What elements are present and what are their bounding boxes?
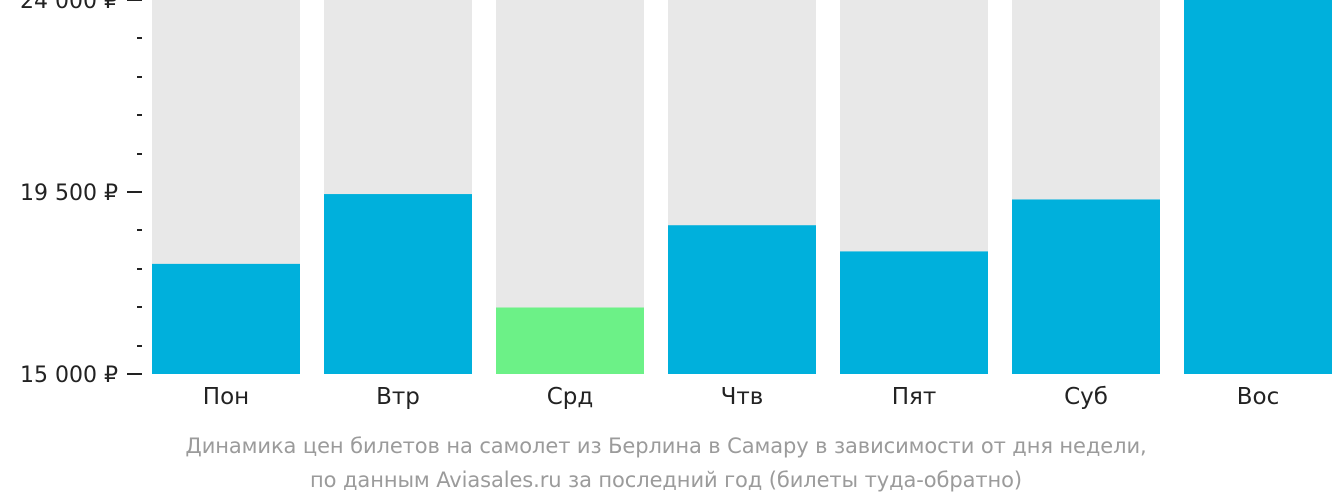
chart-caption-line-1: Динамика цен билетов на самолет из Берли…	[185, 434, 1147, 458]
y-tick-label: 19 500 ₽	[20, 181, 118, 206]
bar	[324, 194, 472, 374]
bar	[840, 251, 988, 374]
x-tick-label: Втр	[376, 384, 420, 410]
bar	[496, 307, 644, 374]
x-tick-label: Вос	[1237, 384, 1280, 410]
x-tick-label: Срд	[547, 384, 594, 410]
bar	[152, 263, 300, 374]
y-tick-label: 24 000 ₽	[20, 0, 118, 14]
x-axis-labels: Пон Втр Срд Чтв Пят Суб Вос	[203, 384, 1279, 410]
x-tick-label: Чтв	[721, 384, 764, 410]
bar	[1184, 0, 1332, 374]
x-tick-label: Суб	[1064, 384, 1108, 410]
y-tick-label: 15 000 ₽	[20, 363, 118, 388]
bars-group	[152, 0, 1332, 374]
bar	[668, 225, 816, 374]
bar	[1012, 199, 1160, 374]
y-axis: 24 000 ₽ 19 500 ₽ 15 000 ₽	[20, 0, 142, 388]
chart-caption-line-2: по данным Aviasales.ru за последний год …	[310, 468, 1022, 492]
x-tick-label: Пон	[203, 384, 249, 410]
x-tick-label: Пят	[892, 384, 937, 410]
